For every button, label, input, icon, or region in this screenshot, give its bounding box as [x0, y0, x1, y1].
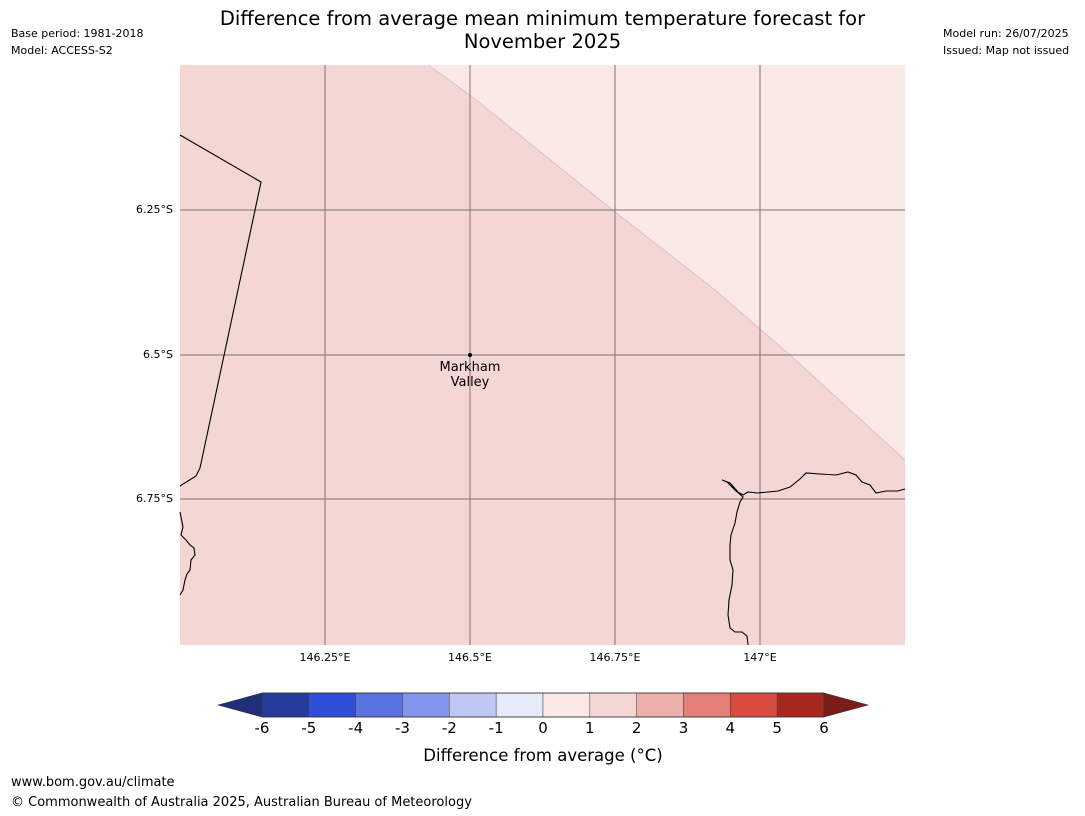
colorbar-tick-label: 0	[538, 719, 548, 737]
colorbar-tick-label: -1	[488, 719, 504, 737]
model-run-text: Model run: 26/07/2025	[943, 27, 1069, 40]
colorbar-label: Difference from average (°C)	[423, 746, 663, 765]
header-left: Base period: 1981-2018 Model: ACCESS-S2	[11, 25, 143, 59]
colorbar-tick-label: 3	[678, 719, 689, 737]
map-title: Difference from average mean minimum tem…	[219, 7, 866, 53]
band-boundary	[427, 64, 906, 461]
map-panel	[179, 64, 906, 646]
lon-label-147: 147°E	[743, 651, 777, 664]
colorbar-segment	[683, 692, 731, 718]
colorbar-over-extension	[823, 692, 870, 718]
colorbar-tick-label: 6	[819, 719, 829, 737]
colorbar-tick-label: 5	[772, 719, 782, 737]
colorbar-tick-label: 1	[585, 719, 595, 737]
base-period-text: Base period: 1981-2018	[11, 27, 144, 40]
place-label-markham-valley: Markham Valley	[420, 360, 520, 390]
markham-valley-marker	[468, 353, 472, 357]
coastline-southwest	[179, 511, 196, 596]
place-name-line1: Markham	[439, 360, 501, 375]
colorbar-tick-label: -3	[395, 719, 410, 737]
colorbar-segment	[542, 692, 591, 718]
lat-label-6-25: 6.25°S	[136, 203, 173, 216]
colorbar-segment	[495, 692, 544, 718]
colorbar-tick-label: -4	[348, 719, 364, 737]
colorbar-tick-label: -2	[441, 719, 457, 737]
colorbar-segment	[589, 692, 637, 718]
place-name-line2: Valley	[450, 375, 490, 390]
lon-label-146-5: 146.5°E	[448, 651, 492, 664]
header-right: Model run: 26/07/2025 Issued: Map not is…	[943, 25, 1069, 59]
colorbar-segment	[308, 692, 356, 718]
footer-copyright: © Commonwealth of Australia 2025, Austra…	[11, 795, 472, 810]
province-boundary-west	[179, 134, 262, 487]
lon-label-146-75: 146.75°E	[589, 651, 641, 664]
colorbar-segment	[261, 692, 310, 718]
model-text: Model: ACCESS-S2	[11, 44, 113, 57]
colorbar-outline	[261, 692, 825, 718]
issued-text: Issued: Map not issued	[943, 44, 1070, 57]
colorbar-tick-label: -5	[301, 719, 317, 737]
band-0-1-region	[428, 65, 905, 460]
colorbar-segment	[636, 692, 684, 718]
colorbar	[216, 692, 870, 718]
footer-url[interactable]: www.bom.gov.au/climate	[11, 775, 175, 790]
colorbar-segment	[730, 692, 778, 718]
colorbar-tick-label: 2	[631, 719, 642, 737]
lat-label-6-75: 6.75°S	[136, 492, 173, 505]
colorbar-segment	[776, 692, 825, 718]
lat-label-6-5: 6.5°S	[143, 348, 173, 361]
lon-label-146-25: 146.25°E	[299, 651, 351, 664]
colorbar-segment	[402, 692, 450, 718]
boundaries	[179, 134, 906, 646]
graticule	[180, 65, 905, 645]
colorbar-segment	[355, 692, 403, 718]
colorbar-segment	[449, 692, 497, 718]
colorbar-tick-label: 4	[725, 719, 736, 737]
colorbar-under-extension	[216, 692, 263, 718]
coastline-huon-gulf	[721, 471, 906, 646]
colorbar-tick-label: -6	[254, 719, 270, 737]
